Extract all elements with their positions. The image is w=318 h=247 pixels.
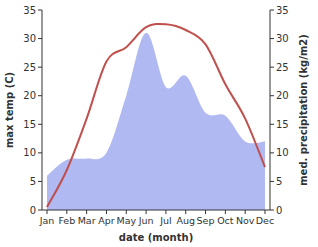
x-tick [205,210,206,214]
y-tick-label: 15 [23,119,36,130]
y-tick-label: 35 [23,5,36,16]
chart: 0 5 10 15 20 25 30 35 0 5 10 15 20 25 30 35 JanFebMarApr… [0,0,318,247]
y-tick [38,95,42,96]
x-tick [185,210,186,214]
y-axis [42,10,43,210]
x-tick [225,210,226,214]
x-tick-label: Apr [98,215,115,226]
y2-tick-label: 30 [276,33,289,44]
x-tick-label: Feb [58,215,75,226]
x-axis-title: date (month) [119,232,193,243]
x-tick-label: Sep [197,215,215,226]
x-tick [165,210,166,214]
x-tick [126,210,127,214]
x-tick-label: Oct [217,215,234,226]
y2-tick [270,95,274,96]
y2-tick-label: 20 [276,90,289,101]
x-tick-label: Dec [256,215,274,226]
y2-tick [270,67,274,68]
y-tick-label: 5 [30,176,36,187]
x-tick-label: Jan [39,215,55,226]
x-tick-label: Jul [159,215,171,226]
y-tick-label: 0 [30,205,36,216]
x-tick [86,210,87,214]
y-tick-label: 20 [23,90,36,101]
y2-tick [270,10,274,11]
y2-tick-label: 25 [276,62,289,73]
x-tick [265,210,266,214]
y-tick-label: 10 [23,147,36,158]
y2-tick [270,152,274,153]
y2-tick [270,38,274,39]
plot-area [47,24,265,210]
y2-tick-label: 10 [276,147,289,158]
y2-tick [270,210,274,211]
y-tick [38,67,42,68]
x-tick-label: Aug [176,215,195,226]
x-tick [47,210,48,214]
x-axis [42,210,270,211]
y2-tick-label: 5 [276,176,282,187]
y-tick [38,38,42,39]
y-tick [38,181,42,182]
x-tick [245,210,246,214]
temp-line [47,24,265,207]
y-axis-title: max temp (C) [4,72,15,148]
y-tick-label: 30 [23,33,36,44]
y2-axis [270,10,271,210]
x-tick-label: Nov [236,215,255,226]
y2-axis-title: med. precipitation (kg/m2) [298,34,309,186]
x-tick [66,210,67,214]
y-tick [38,124,42,125]
y2-tick [270,124,274,125]
y-tick [38,152,42,153]
y2-tick [270,181,274,182]
y-tick [38,210,42,211]
y-tick [38,10,42,11]
y2-tick-label: 35 [276,5,289,16]
y2-tick-label: 15 [276,119,289,130]
x-tick-label: Jun [138,215,154,226]
x-tick [146,210,147,214]
y2-tick-label: 0 [276,205,282,216]
x-tick [106,210,107,214]
precip-area [47,33,265,210]
x-tick-label: May [116,215,136,226]
y-tick-label: 25 [23,62,36,73]
x-tick-label: Mar [78,215,96,226]
